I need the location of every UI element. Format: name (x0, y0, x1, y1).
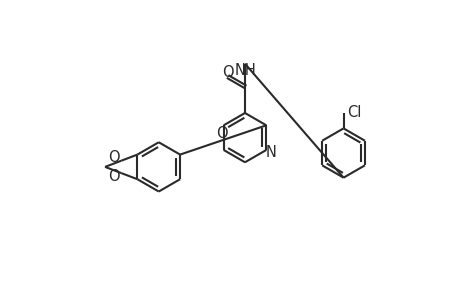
Text: NH: NH (235, 63, 256, 78)
Text: Cl: Cl (347, 105, 361, 120)
Text: O: O (107, 169, 119, 184)
Text: O: O (215, 126, 227, 141)
Text: O: O (107, 150, 119, 165)
Text: O: O (222, 65, 234, 80)
Text: N: N (265, 145, 276, 160)
